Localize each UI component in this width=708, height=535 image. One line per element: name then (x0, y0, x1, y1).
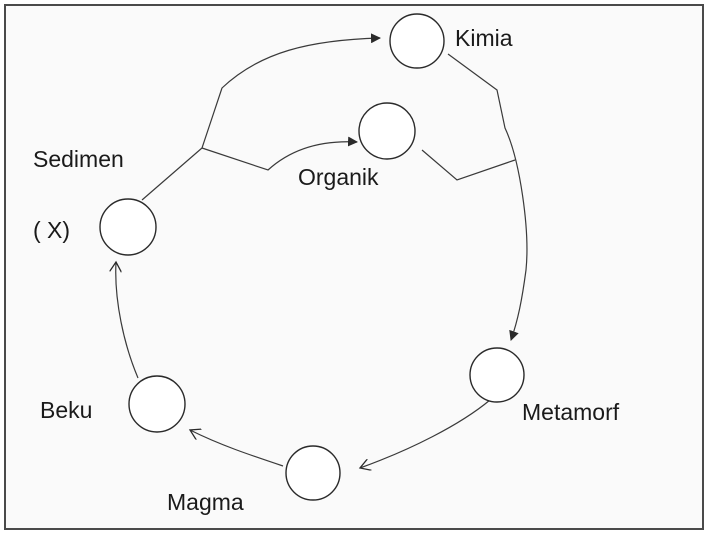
label-beku: Beku (40, 397, 92, 423)
arrow-magma-to-beku (190, 430, 284, 467)
label-sedimen: Sedimen (33, 146, 124, 172)
label-magma: Magma (167, 489, 244, 515)
node-organik (358, 102, 416, 160)
node-sedimen (99, 198, 157, 256)
arrow-kimia-to-metamorf (447, 53, 528, 341)
arrow-sedimen-to-organik (201, 136, 358, 171)
label-kimia: Kimia (455, 25, 513, 51)
node-beku (128, 375, 186, 433)
label-x-marker: ( X) (33, 217, 70, 243)
arrow-beku-to-sedimen (116, 262, 139, 379)
node-magma (285, 445, 341, 501)
label-metamorf: Metamorf (522, 399, 620, 425)
line-organik-to-metamorf-branch (421, 149, 516, 181)
diagram-frame (4, 4, 704, 530)
arrow-sedimen-to-kimia (141, 33, 381, 201)
node-kimia (389, 13, 445, 69)
node-metamorf (469, 347, 525, 403)
arrow-metamorf-to-magma (360, 399, 491, 468)
label-organik: Organik (298, 164, 379, 190)
